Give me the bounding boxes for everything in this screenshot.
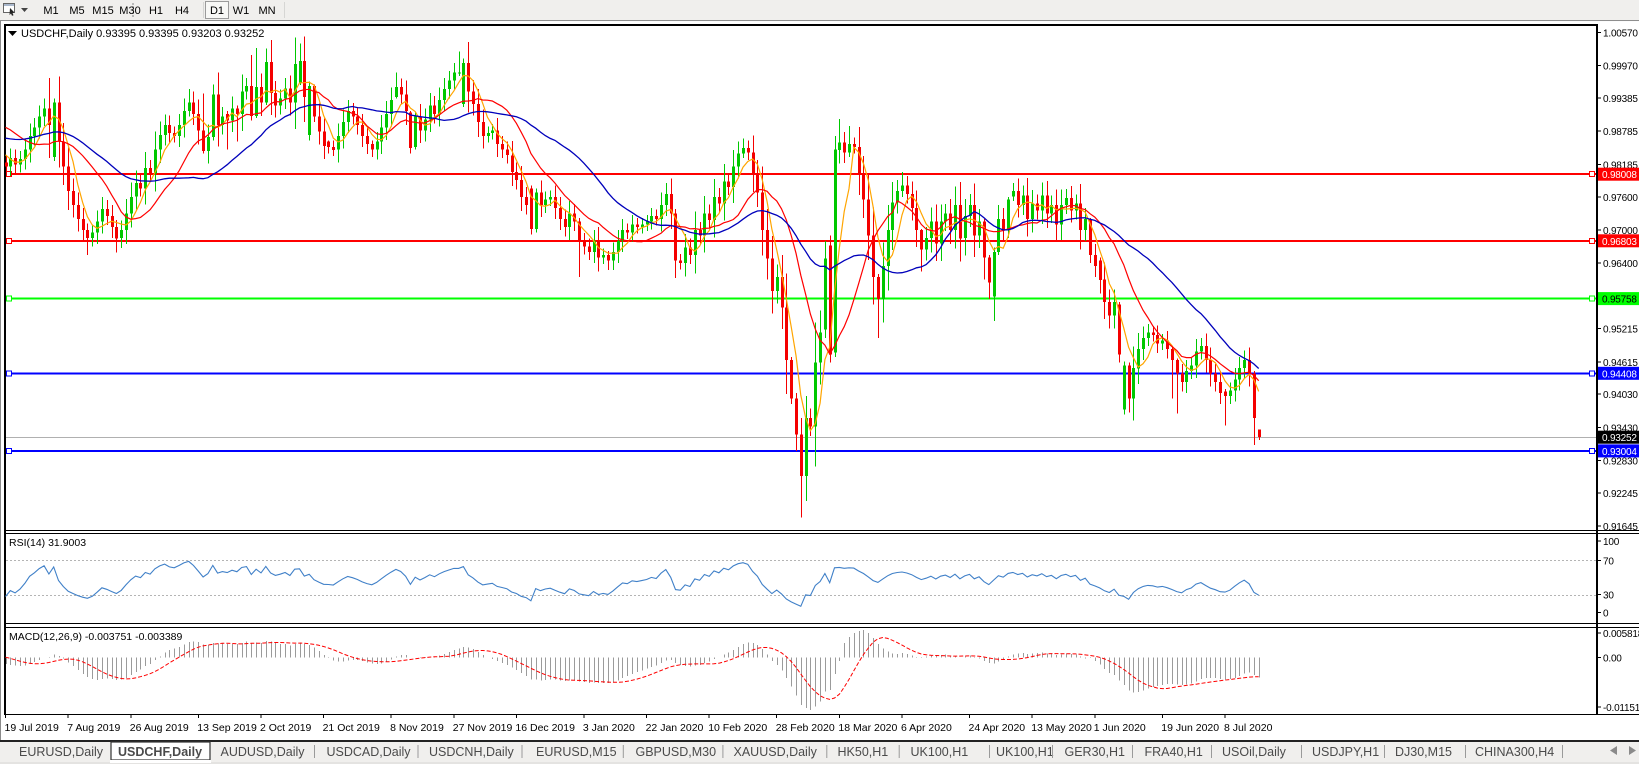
svg-text:21 Oct 2019: 21 Oct 2019 [323,722,380,734]
svg-text:H1: H1 [149,5,163,17]
svg-text:0.93430: 0.93430 [1603,423,1638,434]
svg-text:0.97600: 0.97600 [1603,193,1638,204]
svg-text:0: 0 [1603,609,1609,620]
svg-text:RSI(14) 31.9003: RSI(14) 31.9003 [9,537,86,549]
svg-text:100: 100 [1603,537,1620,548]
svg-text:0.94615: 0.94615 [1603,358,1638,369]
svg-text:M1: M1 [43,5,58,17]
svg-text:MACD(12,26,9) -0.003751 -0.003: MACD(12,26,9) -0.003751 -0.003389 [9,631,183,643]
svg-text:M15: M15 [92,5,113,17]
svg-text:3 Jan 2020: 3 Jan 2020 [583,722,635,734]
svg-text:H4: H4 [175,5,189,17]
svg-text:1.00570: 1.00570 [1603,29,1638,40]
svg-text:HK50,H1: HK50,H1 [838,745,889,759]
svg-text:19 Jul 2019: 19 Jul 2019 [5,722,59,734]
svg-text:1 Jun 2020: 1 Jun 2020 [1094,722,1146,734]
svg-text:24 Apr 2020: 24 Apr 2020 [969,722,1026,734]
svg-text:7 Aug 2019: 7 Aug 2019 [67,722,120,734]
svg-text:0.99970: 0.99970 [1603,62,1638,73]
svg-text:USDJPY,H1: USDJPY,H1 [1312,745,1379,759]
svg-text:18 Mar 2020: 18 Mar 2020 [838,722,897,734]
svg-text:8 Jul 2020: 8 Jul 2020 [1224,722,1273,734]
svg-text:13 May 2020: 13 May 2020 [1031,722,1092,734]
svg-text:13 Sep 2019: 13 Sep 2019 [197,722,257,734]
svg-text:0.00: 0.00 [1603,654,1622,665]
svg-text:0.92245: 0.92245 [1603,489,1638,500]
svg-text:0.005818: 0.005818 [1603,629,1639,640]
svg-text:0.92830: 0.92830 [1603,457,1638,468]
svg-text:19 Jun 2020: 19 Jun 2020 [1161,722,1219,734]
svg-text:W1: W1 [233,5,250,17]
svg-text:FRA40,H1: FRA40,H1 [1145,745,1203,759]
svg-text:CHINA300,H4: CHINA300,H4 [1475,745,1554,759]
svg-text:GER30,H1: GER30,H1 [1065,745,1125,759]
svg-text:0.96400: 0.96400 [1603,259,1638,270]
svg-text:26 Aug 2019: 26 Aug 2019 [130,722,189,734]
svg-text:2 Oct 2019: 2 Oct 2019 [260,722,312,734]
svg-text:USOil,Daily: USOil,Daily [1222,745,1287,759]
svg-text:0.98185: 0.98185 [1603,160,1638,171]
svg-text:0.98785: 0.98785 [1603,127,1638,138]
svg-text:0.93004: 0.93004 [1602,447,1637,458]
svg-text:0.95215: 0.95215 [1603,325,1638,336]
svg-text:UK100,H1: UK100,H1 [996,745,1054,759]
svg-text:-0.011514: -0.011514 [1603,703,1639,714]
svg-text:10 Feb 2020: 10 Feb 2020 [708,722,767,734]
svg-text:0.99385: 0.99385 [1603,94,1638,105]
svg-text:27 Nov 2019: 27 Nov 2019 [453,722,513,734]
svg-text:DJ30,M15: DJ30,M15 [1395,745,1452,759]
svg-text:USDCNH,Daily: USDCNH,Daily [429,745,514,759]
svg-text:0.96803: 0.96803 [1602,237,1637,248]
svg-text:D1: D1 [210,5,224,17]
svg-text:MN: MN [258,5,275,17]
svg-text:28 Feb 2020: 28 Feb 2020 [776,722,835,734]
svg-text:8 Nov 2019: 8 Nov 2019 [390,722,444,734]
svg-text:0.91645: 0.91645 [1603,522,1638,533]
svg-text:22 Jan 2020: 22 Jan 2020 [646,722,704,734]
svg-text:0.97000: 0.97000 [1603,226,1638,237]
svg-text:EURUSD,Daily: EURUSD,Daily [19,745,104,759]
svg-text:0.95758: 0.95758 [1602,295,1637,306]
svg-text:0.94030: 0.94030 [1603,390,1638,401]
svg-text:0.98008: 0.98008 [1602,170,1637,181]
svg-text:0.93252: 0.93252 [1602,433,1637,444]
svg-text:AUDUSD,Daily: AUDUSD,Daily [221,745,306,759]
svg-text:USDCHF,Daily 0.93395 0.93395: USDCHF,Daily 0.93395 0.93395 0.93203 0.9… [21,28,264,40]
svg-text:M30: M30 [119,5,140,17]
svg-text:USDCHF,Daily: USDCHF,Daily [118,745,202,759]
svg-text:30: 30 [1603,591,1614,602]
svg-text:70: 70 [1603,557,1614,568]
svg-text:0.94408: 0.94408 [1602,369,1637,380]
svg-text:UK100,H1: UK100,H1 [911,745,969,759]
svg-text:6 Apr 2020: 6 Apr 2020 [901,722,952,734]
svg-text:XAUUSD,Daily: XAUUSD,Daily [734,745,818,759]
svg-text:GBPUSD,M30: GBPUSD,M30 [636,745,717,759]
svg-text:16 Dec 2019: 16 Dec 2019 [515,722,575,734]
svg-text:EURUSD,M15: EURUSD,M15 [536,745,617,759]
svg-text:M5: M5 [69,5,84,17]
svg-text:USDCAD,Daily: USDCAD,Daily [327,745,412,759]
